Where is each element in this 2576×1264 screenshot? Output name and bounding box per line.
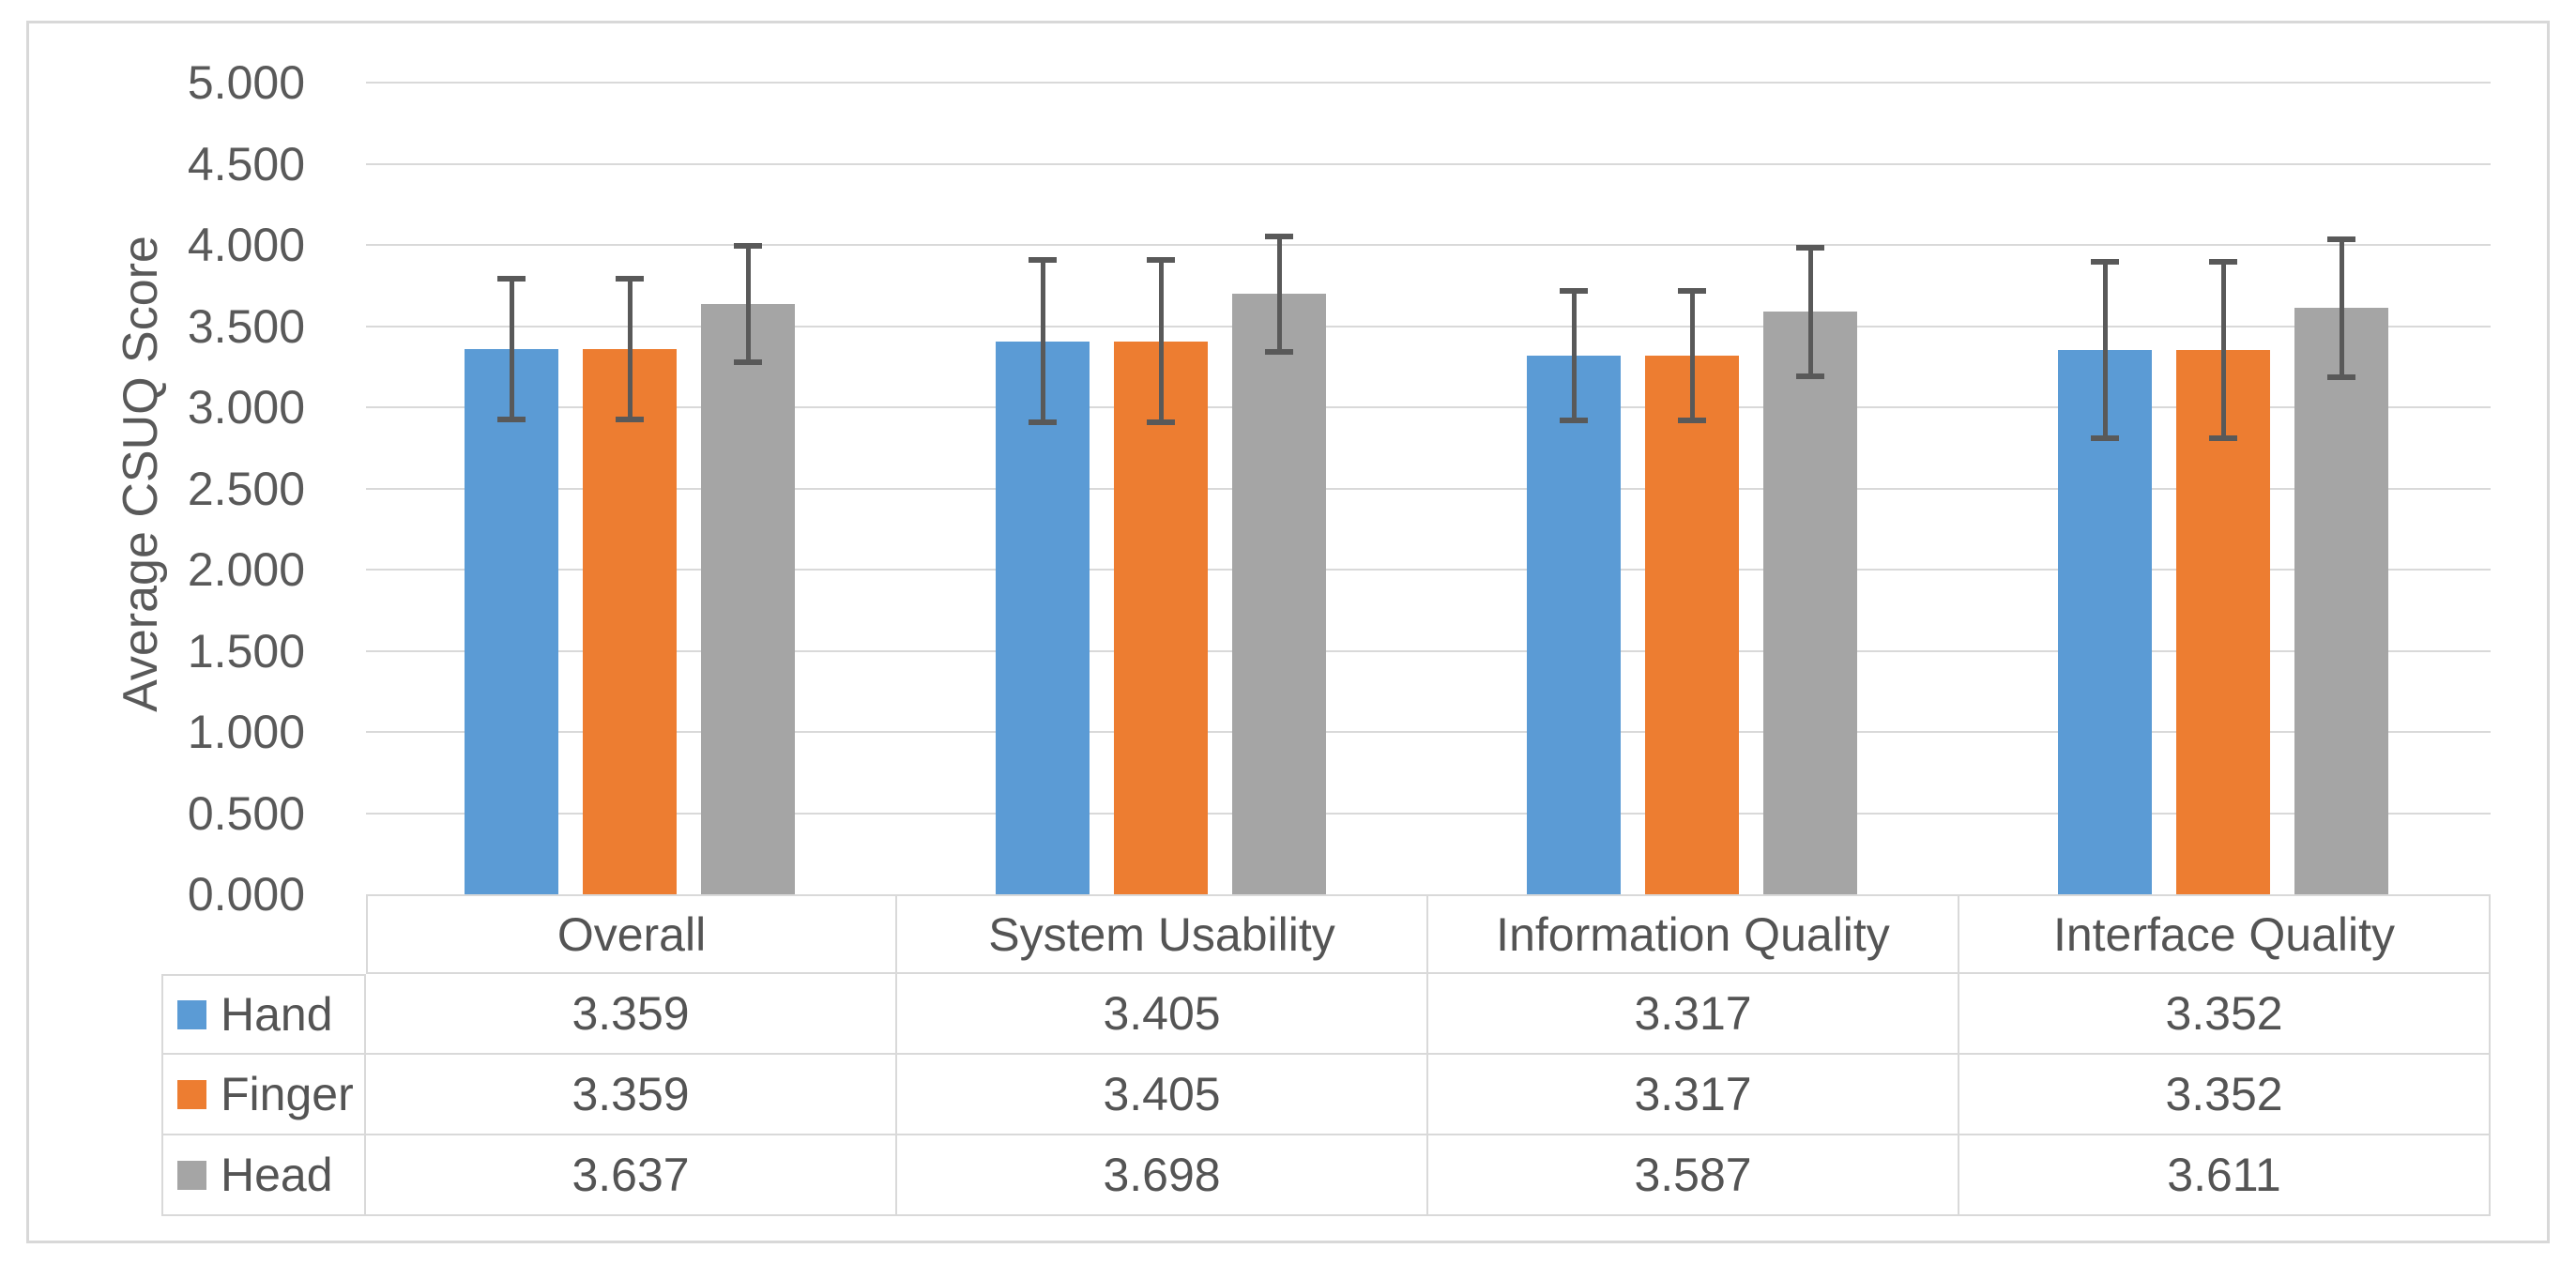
error-bar-line-hand-overall: [509, 278, 514, 420]
error-bar-line-head-overall: [745, 245, 751, 363]
error-bar-bottom-cap: [1796, 373, 1824, 379]
error-bar-bottom-cap: [497, 417, 526, 423]
error-bar-line-finger-interface-quality: [2220, 261, 2226, 439]
y-tick-label: 3.500: [187, 299, 305, 353]
bar-head-system-usability: [1232, 294, 1326, 894]
legend-label-finger: Finger: [221, 1068, 354, 1120]
error-bar-bottom-cap: [616, 417, 644, 423]
bar-head-information-quality: [1763, 312, 1857, 894]
y-tick-label: 4.500: [187, 137, 305, 190]
error-bar-bottom-cap: [1560, 418, 1588, 424]
error-bar-line-hand-system-usability: [1040, 260, 1045, 423]
error-bar-line-head-information-quality: [1807, 248, 1813, 376]
error-bar-top-cap: [2091, 258, 2119, 265]
error-bar-bottom-cap: [1029, 419, 1057, 426]
error-bar-top-cap: [497, 275, 526, 282]
table-cell-head-overall: 3.637: [366, 1135, 897, 1216]
error-bar-bottom-cap: [2209, 435, 2237, 442]
y-tick-label: 4.000: [187, 219, 305, 271]
legend-label-head: Head: [221, 1149, 333, 1201]
table-header-overall: Overall: [366, 894, 897, 974]
error-bar-line-finger-information-quality: [1689, 290, 1695, 421]
error-bar-top-cap: [1796, 245, 1824, 251]
gridline: [366, 487, 2491, 490]
error-bar-top-cap: [1560, 287, 1588, 294]
error-bar-top-cap: [1678, 287, 1706, 294]
table-cell-finger-overall: 3.359: [366, 1055, 897, 1135]
bar-head-overall: [701, 303, 795, 894]
gridline: [366, 649, 2491, 652]
error-bar-line-head-system-usability: [1276, 236, 1282, 352]
y-tick-label: 5.000: [187, 56, 305, 109]
table-cell-hand-interface-quality: 3.352: [1959, 974, 2491, 1055]
error-bar-top-cap: [616, 275, 644, 282]
bar-finger-information-quality: [1645, 356, 1739, 894]
error-bar-line-hand-information-quality: [1571, 290, 1577, 421]
y-tick-label: 3.000: [187, 381, 305, 434]
error-bar-top-cap: [1265, 233, 1293, 239]
gridline: [366, 325, 2491, 327]
error-bar-top-cap: [1029, 257, 1057, 264]
bar-hand-information-quality: [1527, 356, 1621, 894]
error-bar-top-cap: [1147, 257, 1175, 264]
error-bar-line-finger-overall: [627, 278, 633, 420]
gridline: [366, 569, 2491, 571]
table-header-system-usability: System Usability: [897, 894, 1428, 974]
table-cell-head-information-quality: 3.587: [1428, 1135, 1959, 1216]
gridline: [366, 162, 2491, 165]
table-cell-finger-interface-quality: 3.352: [1959, 1055, 2491, 1135]
bar-head-interface-quality: [2294, 308, 2388, 894]
legend-swatch-hand: [177, 999, 206, 1029]
y-tick-label: 2.500: [187, 462, 305, 515]
gridline: [366, 731, 2491, 733]
y-tick-label: 1.500: [187, 624, 305, 678]
table-header-interface-quality: Interface Quality: [1959, 894, 2491, 974]
gridline: [366, 244, 2491, 246]
table-cell-finger-system-usability: 3.405: [897, 1055, 1428, 1135]
error-bar-bottom-cap: [1147, 419, 1175, 426]
y-tick-label: 0.000: [187, 868, 305, 921]
error-bar-bottom-cap: [1678, 418, 1706, 424]
table-header-information-quality: Information Quality: [1428, 894, 1959, 974]
error-bar-bottom-cap: [734, 359, 762, 366]
table-cell-hand-information-quality: 3.317: [1428, 974, 1959, 1055]
gridline: [366, 82, 2491, 84]
table-cell-hand-overall: 3.359: [366, 974, 897, 1055]
table-cell-hand-system-usability: 3.405: [897, 974, 1428, 1055]
error-bar-bottom-cap: [2327, 373, 2355, 380]
table-cell-head-system-usability: 3.698: [897, 1135, 1428, 1216]
table-cell-finger-information-quality: 3.317: [1428, 1055, 1959, 1135]
gridline: [366, 406, 2491, 408]
bar-finger-system-usability: [1114, 341, 1208, 894]
chart-data-table: Overall System Usability Information Quali…: [161, 894, 2491, 1216]
y-tick-label: 1.000: [187, 706, 305, 758]
y-tick-label: 2.000: [187, 543, 305, 596]
table-cell-head-interface-quality: 3.611: [1959, 1135, 2491, 1216]
error-bar-bottom-cap: [2091, 435, 2119, 442]
legend-key-finger: Finger: [161, 1055, 366, 1135]
plot-area: [366, 82, 2491, 894]
error-bar-bottom-cap: [1265, 348, 1293, 355]
legend-label-hand: Hand: [221, 988, 333, 1041]
error-bar-top-cap: [2327, 236, 2355, 242]
legend-swatch-finger: [177, 1079, 206, 1109]
error-bar-top-cap: [734, 242, 762, 249]
bar-finger-overall: [583, 348, 677, 894]
legend-key-head: Head: [161, 1135, 366, 1216]
error-bar-line-finger-system-usability: [1158, 260, 1164, 423]
gridline: [366, 812, 2491, 815]
y-tick-label: 0.500: [187, 786, 305, 840]
error-bar-top-cap: [2209, 258, 2237, 265]
legend-swatch-head: [177, 1160, 206, 1190]
legend-key-hand: Hand: [161, 974, 366, 1055]
error-bar-line-hand-interface-quality: [2102, 261, 2108, 439]
bar-hand-system-usability: [996, 341, 1090, 894]
error-bar-line-head-interface-quality: [2339, 238, 2344, 377]
bar-hand-overall: [465, 348, 558, 894]
